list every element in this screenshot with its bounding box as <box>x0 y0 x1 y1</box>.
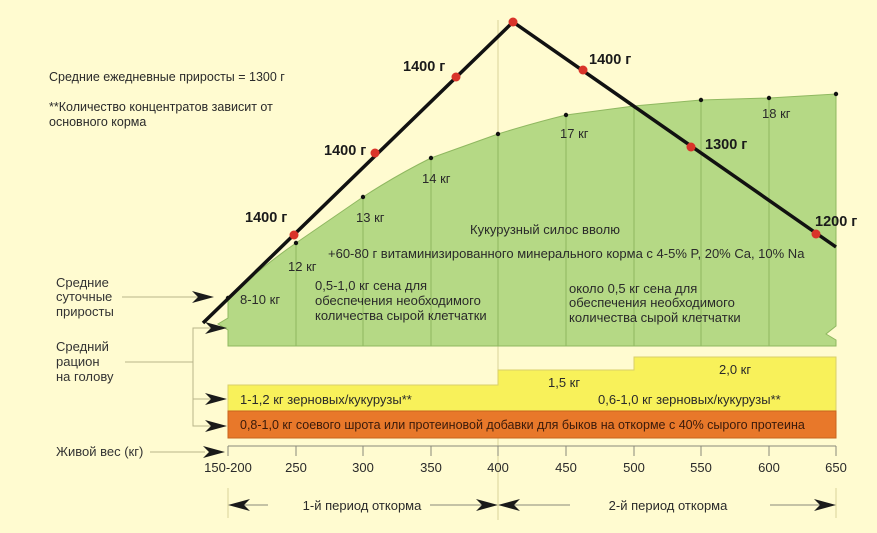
tick-450: 450 <box>555 460 577 475</box>
silage-label-600: 18 кг <box>762 106 791 121</box>
arrow-right-icon <box>476 499 498 511</box>
arrow-left-icon <box>498 499 520 511</box>
grain-step2-text: 2,0 кг <box>719 362 751 377</box>
hay-p2-line2: обеспечения необходимого <box>569 295 735 310</box>
tick-300: 300 <box>352 460 374 475</box>
hay-p1-line1: 0,5-1,0 кг сена для <box>315 278 427 293</box>
grain-p2-text: 0,6-1,0 кг зерновых/кукурузы** <box>598 392 781 407</box>
tick-500: 500 <box>623 460 645 475</box>
gain-label-2: 1400 г <box>324 143 366 159</box>
arrow-protein-icon <box>205 420 227 432</box>
period-arrowheads <box>228 499 836 511</box>
weight-axis <box>227 445 837 456</box>
daily-gains-label-1: Средние <box>56 275 109 290</box>
arrow-daily-gain-icon <box>192 291 214 303</box>
gain-label-1: 1400 г <box>245 210 287 226</box>
period-1-label: 1-й период откорма <box>303 498 422 513</box>
axis-tick-labels: 150-200 250 300 350 400 450 500 550 600 … <box>204 460 847 475</box>
silage-label-450: 17 кг <box>560 126 589 141</box>
side-arrows <box>192 291 227 458</box>
hay-p2-line1: около 0,5 кг сена для <box>569 281 697 296</box>
mineral-feed-text: +60-80 г витаминизированного минеральног… <box>328 246 805 261</box>
protein-band <box>227 410 837 439</box>
avg-gain-note: Средние ежедневные приросты = 1300 г <box>49 70 285 84</box>
arrow-right-icon <box>814 499 836 511</box>
side-connectors <box>122 296 215 453</box>
hay-p2-line3: количества сырой клетчатки <box>569 310 741 325</box>
silage-label-200: 8-10 кг <box>240 292 280 307</box>
ration-label-1: Средний <box>56 339 109 354</box>
arrow-silage-icon <box>205 322 227 334</box>
silage-grid-lines <box>295 98 770 346</box>
grain-step1-text: 1,5 кг <box>548 375 580 390</box>
tick-350: 350 <box>420 460 442 475</box>
arrow-weight-icon <box>203 446 225 458</box>
ration-label-2: рацион <box>56 354 100 369</box>
silage-label-300: 13 кг <box>356 210 385 225</box>
arrow-grain-icon <box>205 393 227 405</box>
daily-gains-label-3: приросты <box>56 304 114 319</box>
grain-p1-text: 1-1,2 кг зерновых/кукурузы** <box>240 392 412 407</box>
hay-p1-line2: обеспечения необходимого <box>315 293 481 308</box>
gain-label-6: 1200 г <box>815 214 857 230</box>
tick-150-200: 150-200 <box>204 460 252 475</box>
silage-ad-lib-text: Кукурузный силос вволю <box>470 222 620 237</box>
silage-label-250: 12 кг <box>288 259 317 274</box>
protein-text: 0,8-1,0 кг соевого шрота или протеиновой… <box>240 418 805 432</box>
gain-label-5: 1300 г <box>705 137 747 153</box>
tick-550: 550 <box>690 460 712 475</box>
gain-label-4: 1400 г <box>589 52 631 68</box>
period-2-label: 2-й период откорма <box>609 498 728 513</box>
silage-area <box>217 93 837 347</box>
gain-label-3: 1400 г <box>403 59 445 75</box>
period-bracket-ticks <box>227 488 837 518</box>
daily-gains-label-2: суточные <box>56 289 112 304</box>
ration-label-3: на голову <box>56 369 114 384</box>
hay-p1-line3: количества сырой клетчатки <box>315 308 487 323</box>
arrow-left-icon <box>228 499 250 511</box>
tick-400: 400 <box>487 460 509 475</box>
concentrate-note-line2: основного корма <box>49 115 146 129</box>
silage-label-350: 14 кг <box>422 171 451 186</box>
tick-600: 600 <box>758 460 780 475</box>
tick-250: 250 <box>285 460 307 475</box>
live-weight-label: Живой вес (кг) <box>56 444 143 459</box>
gain-points <box>289 17 821 240</box>
concentrate-note-line1: **Количество концентратов зависит от <box>49 100 273 114</box>
tick-650: 650 <box>825 460 847 475</box>
